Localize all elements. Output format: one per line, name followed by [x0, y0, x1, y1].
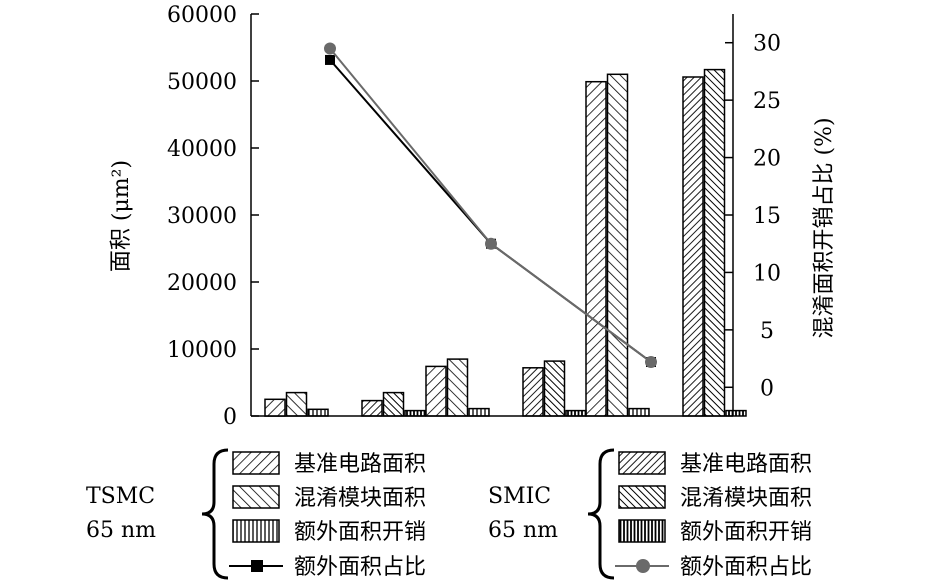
bar-tsmc-base-1 — [264, 398, 286, 417]
legend-brace-tsmc — [201, 448, 229, 580]
legend-group-sublabel-tsmc: 65 nm — [86, 518, 156, 543]
legend-group-sublabel-smic: 65 nm — [488, 518, 558, 543]
bar-smic-obf-2 — [543, 360, 566, 417]
legend-swatch-smic-1 — [618, 451, 666, 475]
legend-swatch-tsmc-1 — [232, 451, 280, 475]
left-tick-label: 50000 — [167, 70, 237, 95]
right-tick-label: 5 — [760, 319, 774, 344]
bar-smic-extra-3 — [725, 409, 747, 417]
bar-smic-base-2 — [522, 367, 544, 417]
bar-tsmc-obf-3 — [606, 73, 629, 417]
legend-group-label-tsmc: TSMC — [86, 484, 155, 509]
right-tick-label: 15 — [753, 204, 781, 229]
bar-tsmc-base-3 — [585, 80, 607, 417]
legend-label-tsmc-3: 额外面积开销 — [294, 520, 426, 545]
bar-tsmc-extra-2 — [468, 407, 490, 417]
bar-tsmc-extra-3 — [628, 407, 650, 417]
left-tick-label: 0 — [223, 405, 237, 430]
left-tick-label: 30000 — [167, 204, 237, 229]
legend-label-smic-2: 混淆模块面积 — [680, 486, 812, 511]
legend-group-label-smic: SMIC — [488, 484, 551, 509]
marker-smic-ratio-2 — [485, 237, 497, 250]
bar-tsmc-base-2 — [425, 365, 447, 417]
right-tick-label: 10 — [753, 261, 781, 286]
bar-smic-base-3 — [682, 76, 704, 417]
plot-area — [264, 42, 747, 417]
legend-swatch-tsmc-3 — [232, 519, 280, 543]
left-tick-label: 20000 — [167, 271, 237, 296]
bar-tsmc-extra-1 — [307, 408, 329, 417]
legend-label-smic-1: 基准电路面积 — [680, 452, 812, 477]
left-tick-label: 60000 — [167, 3, 237, 28]
legend-label-smic-3: 额外面积开销 — [680, 520, 812, 545]
legend-brace-smic — [587, 448, 615, 580]
left-axis-label: 面积 (μm²) — [109, 160, 134, 272]
bar-smic-base-1 — [361, 399, 383, 417]
right-tick-label: 25 — [753, 89, 781, 114]
legend-marker-smic — [636, 559, 650, 573]
legend-swatch-smic-3 — [618, 519, 666, 543]
legend-label-tsmc-4: 额外面积占比 — [294, 555, 426, 580]
right-tick-label: 30 — [753, 32, 781, 57]
marker-smic-ratio-1 — [324, 42, 336, 55]
bar-smic-extra-2 — [565, 409, 587, 417]
bar-tsmc-obf-1 — [285, 391, 308, 417]
legend-swatch-smic-2 — [618, 485, 666, 509]
right-axis-label: 混淆面积开销占比 (%) — [812, 117, 837, 338]
legend-label-tsmc-1: 基准电路面积 — [294, 452, 426, 477]
right-tick-label: 0 — [760, 376, 774, 401]
marker-smic-ratio-3 — [645, 356, 657, 369]
axes: 0 10000 20000 30000 40000 50000 60000 0 5 10 15 20 2… — [109, 3, 837, 430]
bar-smic-obf-3 — [703, 68, 726, 417]
legend-label-smic-4: 额外面积占比 — [680, 555, 812, 580]
marker-tsmc-ratio-1 — [325, 54, 335, 65]
bar-tsmc-obf-2 — [446, 358, 469, 417]
left-tick-label: 10000 — [167, 338, 237, 363]
bar-smic-obf-1 — [382, 391, 405, 417]
left-tick-label: 40000 — [167, 137, 237, 162]
legend-marker-tsmc — [251, 560, 263, 572]
bar-smic-extra-1 — [404, 409, 426, 417]
legend-swatch-tsmc-2 — [232, 485, 280, 509]
right-tick-label: 20 — [753, 147, 781, 172]
legend-label-tsmc-2: 混淆模块面积 — [294, 486, 426, 511]
